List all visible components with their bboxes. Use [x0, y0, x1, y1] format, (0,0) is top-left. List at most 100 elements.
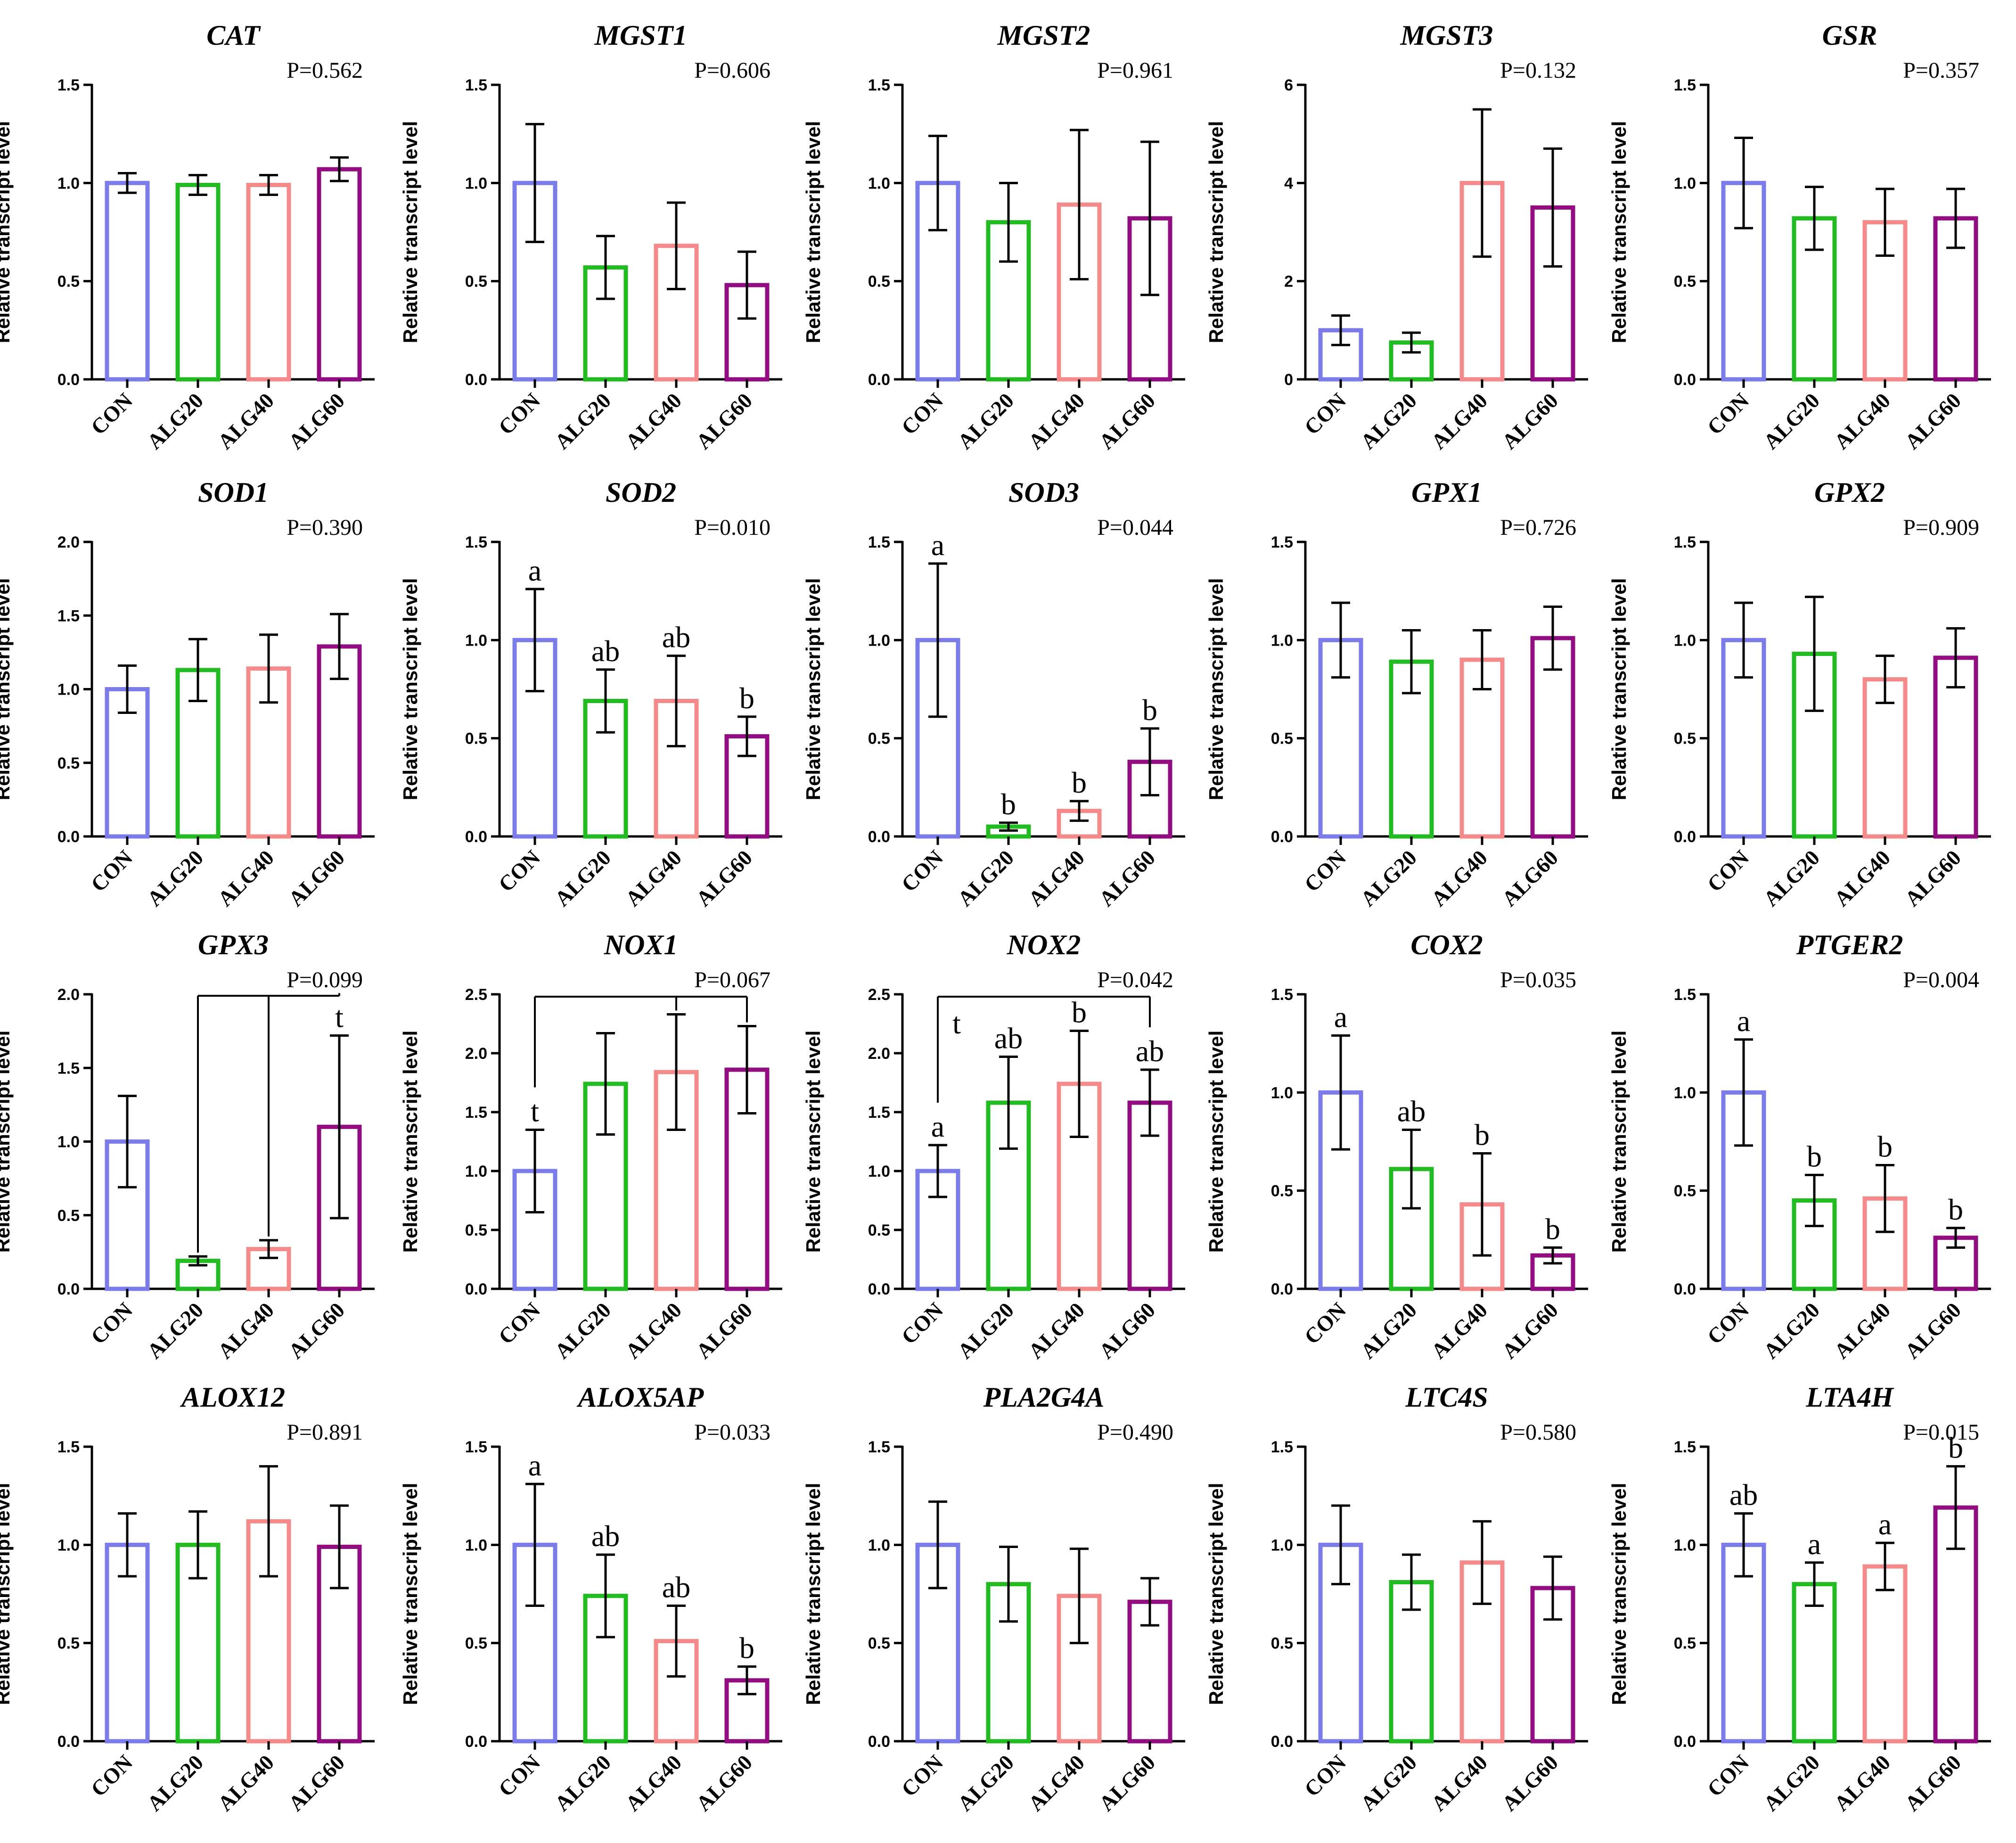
- y-tick-label: 1.5: [57, 1438, 80, 1456]
- significance-letter: a: [528, 1449, 541, 1482]
- y-tick-label: 0.5: [1674, 730, 1696, 748]
- significance-letter: a: [1334, 1000, 1347, 1034]
- x-tick-label: CON: [1703, 1298, 1754, 1349]
- y-tick-label: 1.0: [868, 174, 890, 192]
- y-tick-label: 1.0: [1674, 1536, 1696, 1554]
- x-tick-label: ALG40: [1829, 1298, 1895, 1363]
- significance-letter: ab: [1729, 1478, 1758, 1512]
- x-tick-label: CON: [897, 388, 948, 439]
- y-tick-label: 1.5: [465, 533, 487, 551]
- chart-title: PTGER2: [1796, 929, 1903, 960]
- y-tick-label: 1.5: [868, 1438, 890, 1456]
- y-tick-label: 1.5: [868, 533, 890, 551]
- x-tick-label: CON: [897, 845, 948, 896]
- x-tick-label: ALG20: [1356, 388, 1421, 454]
- y-tick-label: 0.0: [57, 828, 80, 846]
- x-tick-label: ALG20: [1759, 1298, 1824, 1363]
- x-tick-label: ALG60: [1900, 1298, 1966, 1363]
- y-tick-label: 1.0: [465, 631, 487, 649]
- significance-letter: ab: [591, 1519, 620, 1553]
- y-tick-label: 0.5: [868, 273, 890, 291]
- y-axis-label: Relative transcript level: [1205, 578, 1227, 801]
- y-tick-label: 1.5: [868, 1104, 890, 1122]
- x-tick-label: ALG60: [1497, 1298, 1563, 1363]
- p-value-label: P=0.390: [287, 515, 363, 540]
- y-tick-label: 1.0: [868, 1536, 890, 1554]
- x-tick-label: ALG60: [1094, 388, 1160, 454]
- bar-alg40: [246, 183, 291, 382]
- x-tick-label: ALG60: [284, 388, 349, 454]
- bar-con: [1721, 1542, 1766, 1744]
- y-axis-label: Relative transcript level: [0, 1483, 14, 1705]
- y-tick-label: 0.0: [57, 371, 80, 389]
- x-tick-label: ALG60: [1497, 388, 1563, 454]
- bar-alg60: [317, 167, 362, 382]
- x-tick-label: ALG40: [1024, 388, 1089, 454]
- significance-letter: b: [1072, 996, 1087, 1029]
- chart-title: SOD3: [1008, 477, 1079, 508]
- x-tick-label: ALG20: [1356, 1298, 1421, 1363]
- y-axis-label: Relative transcript level: [399, 121, 421, 344]
- x-tick-label: ALG40: [213, 845, 279, 911]
- x-tick-label: ALG60: [691, 1750, 757, 1816]
- x-tick-label: ALG60: [1094, 845, 1160, 911]
- y-tick-label: 0.5: [1271, 1182, 1293, 1200]
- y-tick-label: 0.5: [1674, 273, 1696, 291]
- x-tick-label: ALG60: [1094, 1750, 1160, 1816]
- x-tick-label: CON: [1300, 1298, 1351, 1349]
- y-tick-label: 2: [1284, 273, 1293, 291]
- y-axis-label: Relative transcript level: [802, 578, 824, 801]
- y-tick-label: 0.0: [1674, 371, 1696, 389]
- bar-alg20: [175, 183, 221, 382]
- x-tick-label: ALG60: [1094, 1298, 1160, 1363]
- x-tick-label: ALG40: [1829, 388, 1895, 454]
- chart-title: GPX2: [1814, 477, 1885, 508]
- y-axis-label: Relative transcript level: [1608, 121, 1630, 344]
- x-tick-label: ALG60: [284, 1298, 349, 1363]
- x-tick-label: ALG40: [1024, 1298, 1089, 1363]
- x-tick-label: ALG20: [550, 1750, 615, 1816]
- x-tick-label: ALG40: [1829, 1750, 1895, 1816]
- y-axis-label: Relative transcript level: [802, 121, 824, 344]
- p-value-label: P=0.357: [1903, 58, 1979, 83]
- significance-letter: ab: [662, 621, 690, 654]
- x-tick-label: CON: [897, 1298, 948, 1349]
- x-tick-label: ALG60: [1900, 388, 1966, 454]
- x-tick-label: ALG60: [284, 845, 349, 911]
- x-tick-label: ALG40: [213, 1750, 279, 1816]
- significance-letter: b: [1142, 693, 1157, 727]
- x-tick-label: ALG20: [550, 1298, 615, 1363]
- significance-letter: b: [1948, 1431, 1963, 1465]
- x-tick-label: ALG20: [1356, 845, 1421, 911]
- chart-title: COX2: [1410, 929, 1483, 960]
- significance-letter: ab: [1397, 1095, 1426, 1128]
- chart-panel-mgst2: MGST2 P=0.961 0.0 0.5 1.0 1.5 Relative transcr…: [802, 20, 1185, 454]
- chart-panel-sod3: SOD3 P=0.044 0.0 0.5 1.0 1.5 Relative transcri…: [802, 477, 1185, 911]
- significance-letter: ab: [591, 634, 620, 668]
- y-tick-label: 1.5: [57, 607, 80, 625]
- y-axis-label: Relative transcript level: [399, 578, 421, 801]
- chart-title: GSR: [1822, 20, 1877, 51]
- significance-letter: b: [1001, 787, 1016, 821]
- x-tick-label: ALG40: [621, 388, 686, 454]
- significance-letter: ab: [662, 1571, 690, 1604]
- y-tick-label: 0.5: [465, 1635, 487, 1653]
- y-tick-label: 0.5: [57, 1207, 80, 1225]
- y-tick-label: 1.0: [57, 174, 80, 192]
- y-tick-label: 2.5: [868, 986, 890, 1004]
- bar-con: [105, 1542, 150, 1744]
- chart-title: SOD1: [198, 477, 269, 508]
- x-tick-label: ALG20: [142, 1750, 208, 1816]
- y-tick-label: 1.0: [57, 681, 80, 699]
- chart-panel-nox1: NOX1 P=0.067 0.0 0.5 1.0 1.5 2.0 2.5 Relative tr…: [399, 929, 782, 1363]
- bracket-label: t: [952, 1007, 961, 1040]
- significance-letter: a: [1878, 1507, 1892, 1541]
- chart-title: NOX2: [1007, 929, 1081, 960]
- y-tick-label: 0.5: [868, 1635, 890, 1653]
- p-value-label: P=0.490: [1097, 1420, 1173, 1445]
- y-tick-label: 0.0: [868, 1280, 890, 1298]
- y-tick-label: 1.0: [465, 1163, 487, 1180]
- chart-title: MGST3: [1400, 20, 1493, 51]
- x-tick-label: ALG40: [213, 1298, 279, 1363]
